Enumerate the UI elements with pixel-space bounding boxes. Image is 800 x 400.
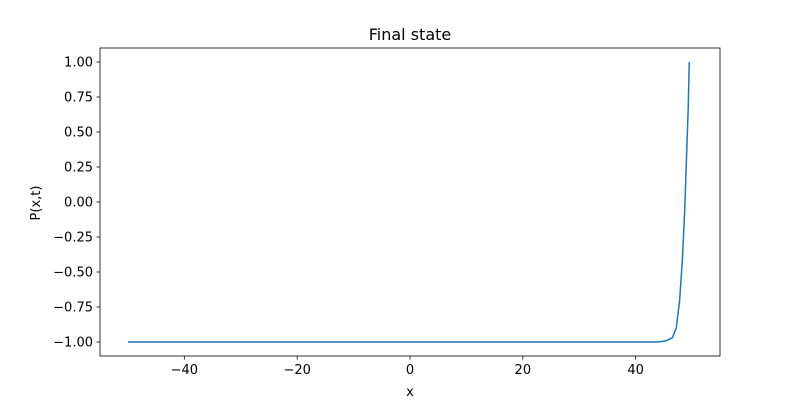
x-axis-label: x bbox=[406, 385, 414, 400]
y-axis-label: P(x,t) bbox=[29, 186, 44, 221]
y-tick-label: −0.75 bbox=[53, 301, 93, 316]
y-tick-label: −0.50 bbox=[53, 266, 93, 281]
y-tick-label: 1.00 bbox=[64, 56, 93, 71]
y-tick-label: 0.00 bbox=[64, 196, 93, 211]
y-tick-label: 0.50 bbox=[64, 126, 93, 141]
x-tick-label: 20 bbox=[515, 363, 532, 378]
plot-area: −40 −20 0 20 40 1.00 0.75 0.50 0.25 0.00 −0.25 −0.5… bbox=[53, 47, 721, 378]
data-line bbox=[127, 61, 690, 343]
x-tick-label: −20 bbox=[283, 363, 310, 378]
y-tick-label: 0.75 bbox=[64, 91, 93, 106]
x-tick-label: 0 bbox=[406, 363, 414, 378]
chart-title: Final state bbox=[369, 25, 452, 44]
x-tick-label: −40 bbox=[171, 363, 198, 378]
y-tick-label: −1.00 bbox=[53, 336, 93, 351]
x-tick-label: 40 bbox=[627, 363, 644, 378]
y-tick-label: 0.25 bbox=[64, 161, 93, 176]
y-tick-label: −0.25 bbox=[53, 231, 93, 246]
